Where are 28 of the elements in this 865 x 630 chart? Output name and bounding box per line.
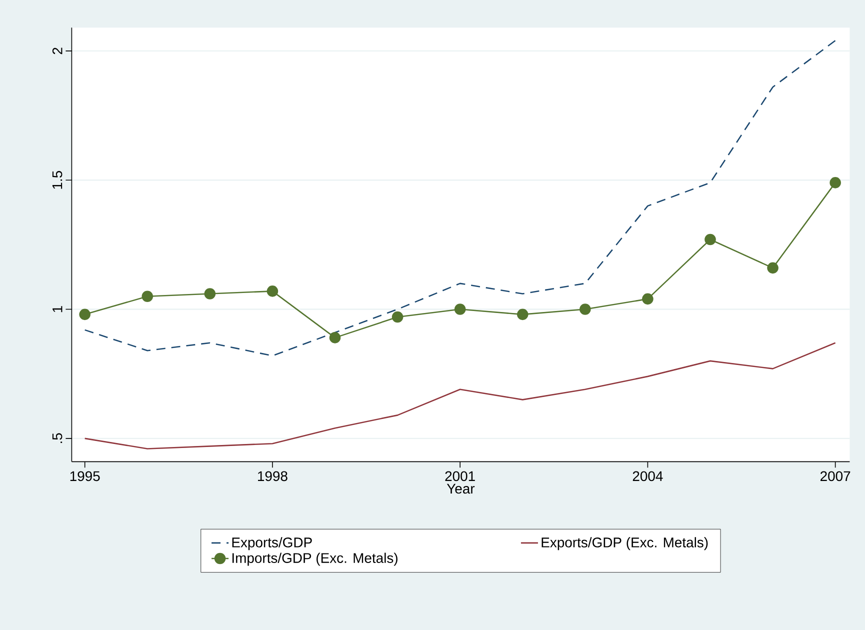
point <box>204 288 216 300</box>
point <box>580 304 591 315</box>
y-tick-label: 1.5 <box>52 170 62 189</box>
x-tick-label: 2007 <box>820 471 850 482</box>
point <box>79 308 90 320</box>
x-axis-title: Year <box>446 484 475 494</box>
line-series <box>84 342 836 450</box>
y-tick-label: 2 <box>52 48 62 54</box>
point <box>516 308 528 320</box>
point <box>392 311 404 323</box>
point <box>329 332 341 344</box>
point <box>142 290 154 302</box>
line-series <box>84 40 836 356</box>
x-tick-label: 1998 <box>258 471 288 482</box>
legend-label: Imports/GDP (Exc. Metals) <box>232 552 398 566</box>
point <box>266 286 278 297</box>
point <box>642 293 654 305</box>
y-tick-label: .5 <box>52 433 62 443</box>
x-tick-label: 2001 <box>445 471 475 482</box>
legend-label: Exports/GDP (Exc. Metals) <box>542 537 708 550</box>
x-tick-label: 2004 <box>632 471 663 482</box>
point <box>704 234 716 246</box>
x-tick-label: 1995 <box>70 471 100 482</box>
point <box>830 177 841 188</box>
y-tick-label: 1 <box>52 306 62 312</box>
point <box>767 262 778 274</box>
legend-label: Exports/GDP <box>232 537 312 550</box>
point <box>454 304 466 315</box>
